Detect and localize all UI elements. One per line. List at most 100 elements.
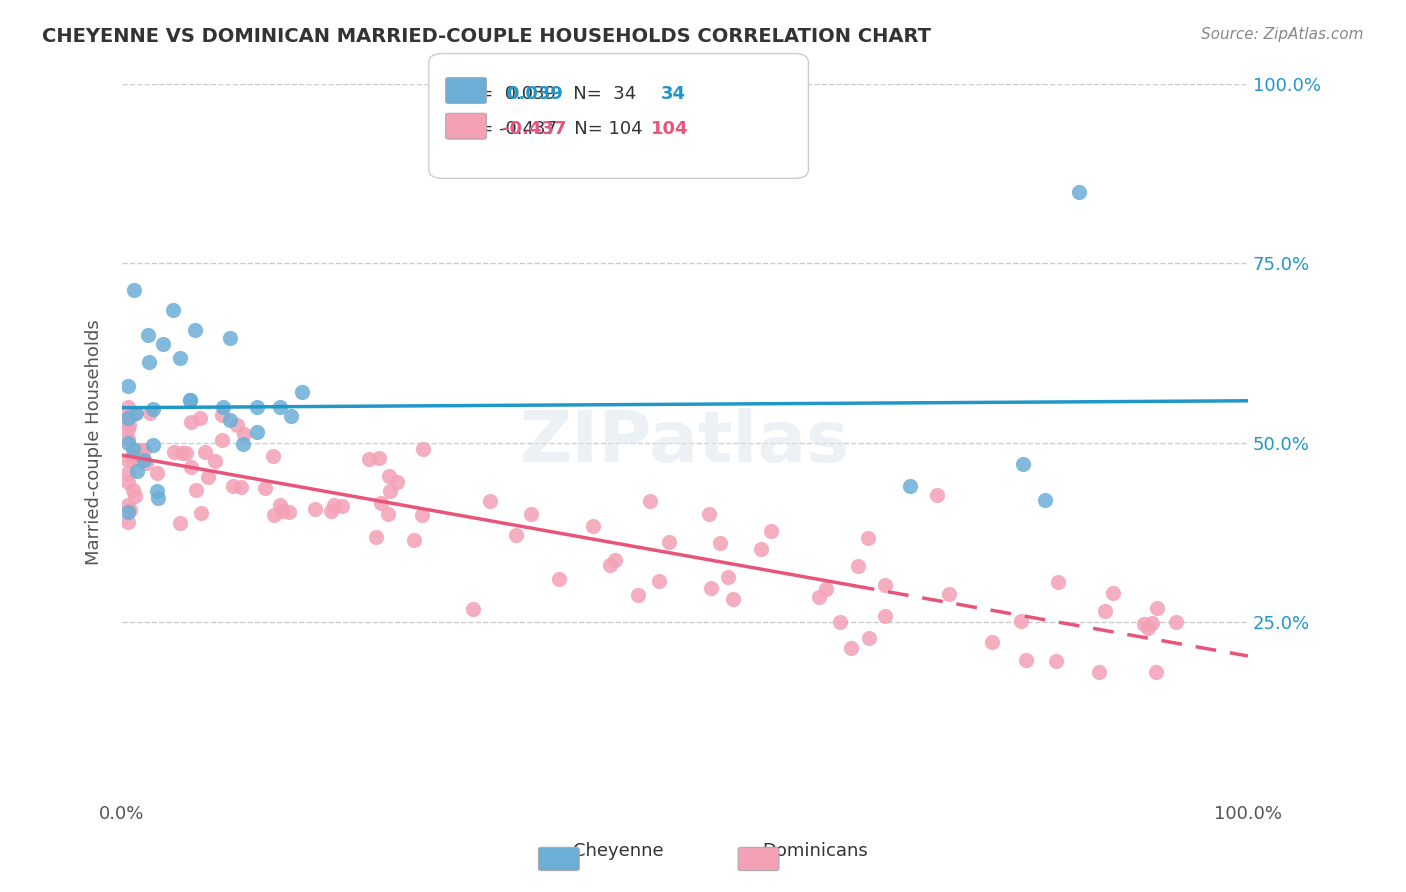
Point xyxy=(212,400,235,414)
Point xyxy=(122,283,145,297)
Text: R = -0.437   N= 104: R = -0.437 N= 104 xyxy=(460,120,643,138)
Point xyxy=(132,453,155,467)
Point xyxy=(269,400,291,414)
Point xyxy=(225,417,247,432)
Point xyxy=(124,489,146,503)
Text: -0.437: -0.437 xyxy=(502,120,567,138)
Point xyxy=(134,442,156,457)
Text: CHEYENNE VS DOMINICAN MARRIED-COUPLE HOUSEHOLDS CORRELATION CHART: CHEYENNE VS DOMINICAN MARRIED-COUPLE HOU… xyxy=(42,27,931,45)
Point xyxy=(1142,616,1164,631)
Point xyxy=(169,516,191,530)
Point xyxy=(370,496,392,510)
Point xyxy=(246,400,269,414)
Point xyxy=(120,502,142,516)
Point xyxy=(117,422,139,436)
Point xyxy=(717,570,740,584)
Point xyxy=(138,354,160,368)
Point xyxy=(117,466,139,480)
Point xyxy=(117,475,139,489)
Point xyxy=(808,590,831,604)
Point xyxy=(162,444,184,458)
Point xyxy=(1045,654,1067,668)
Point xyxy=(117,453,139,467)
Point xyxy=(721,592,744,607)
Point xyxy=(1011,457,1033,471)
Point xyxy=(1164,615,1187,629)
Point xyxy=(127,452,149,467)
Point xyxy=(638,493,661,508)
Point xyxy=(858,631,880,645)
Point xyxy=(280,409,302,423)
Point xyxy=(117,400,139,414)
Point xyxy=(304,501,326,516)
Point xyxy=(357,452,380,467)
Point xyxy=(269,498,291,512)
Point xyxy=(142,402,165,417)
Point xyxy=(709,536,731,550)
Text: Dominicans: Dominicans xyxy=(762,842,869,860)
Point xyxy=(231,480,253,494)
Point xyxy=(278,505,301,519)
Point xyxy=(1067,185,1090,199)
Point xyxy=(190,506,212,520)
Point xyxy=(270,504,292,518)
Point xyxy=(152,337,174,351)
Point xyxy=(117,498,139,512)
Point xyxy=(759,524,782,539)
Point xyxy=(520,507,543,521)
Point xyxy=(749,541,772,556)
Point xyxy=(330,500,353,514)
Point xyxy=(246,425,269,439)
Point xyxy=(204,454,226,468)
Point xyxy=(478,493,501,508)
Point xyxy=(1088,665,1111,679)
Point xyxy=(122,483,145,498)
Point xyxy=(548,572,571,586)
Point xyxy=(658,534,681,549)
Text: R =  0.039   N=  34: R = 0.039 N= 34 xyxy=(460,85,636,103)
Y-axis label: Married-couple Households: Married-couple Households xyxy=(86,319,103,566)
Point xyxy=(366,530,388,544)
Point xyxy=(179,392,201,407)
Point xyxy=(385,475,408,490)
Point xyxy=(1146,600,1168,615)
Point xyxy=(856,531,879,545)
Point xyxy=(125,406,148,420)
Point xyxy=(1136,622,1159,636)
Text: Source: ZipAtlas.com: Source: ZipAtlas.com xyxy=(1201,27,1364,42)
Point xyxy=(1133,617,1156,632)
Point xyxy=(136,328,159,343)
Text: 34: 34 xyxy=(661,85,686,103)
Point xyxy=(404,533,426,547)
Point xyxy=(846,558,869,573)
Point xyxy=(179,392,201,407)
Text: 0.039: 0.039 xyxy=(506,85,562,103)
Point xyxy=(117,379,139,393)
Point xyxy=(232,437,254,451)
Point xyxy=(174,446,197,460)
Point xyxy=(180,459,202,474)
Point xyxy=(828,615,851,629)
Point xyxy=(263,508,285,523)
Point xyxy=(699,508,721,522)
Point xyxy=(118,417,141,432)
Point xyxy=(875,578,897,592)
Point xyxy=(603,553,626,567)
Point xyxy=(319,504,342,518)
Point xyxy=(142,438,165,452)
Point xyxy=(378,469,401,483)
Point xyxy=(700,581,723,595)
Point xyxy=(211,433,233,447)
Point xyxy=(505,528,527,542)
Point xyxy=(117,515,139,529)
Point xyxy=(1015,653,1038,667)
Point xyxy=(117,432,139,446)
Point xyxy=(117,436,139,450)
Point xyxy=(1094,604,1116,618)
Point xyxy=(197,469,219,483)
Point xyxy=(121,442,143,456)
Point xyxy=(262,449,284,463)
Point xyxy=(938,587,960,601)
Point xyxy=(411,508,433,522)
Point xyxy=(219,331,242,345)
